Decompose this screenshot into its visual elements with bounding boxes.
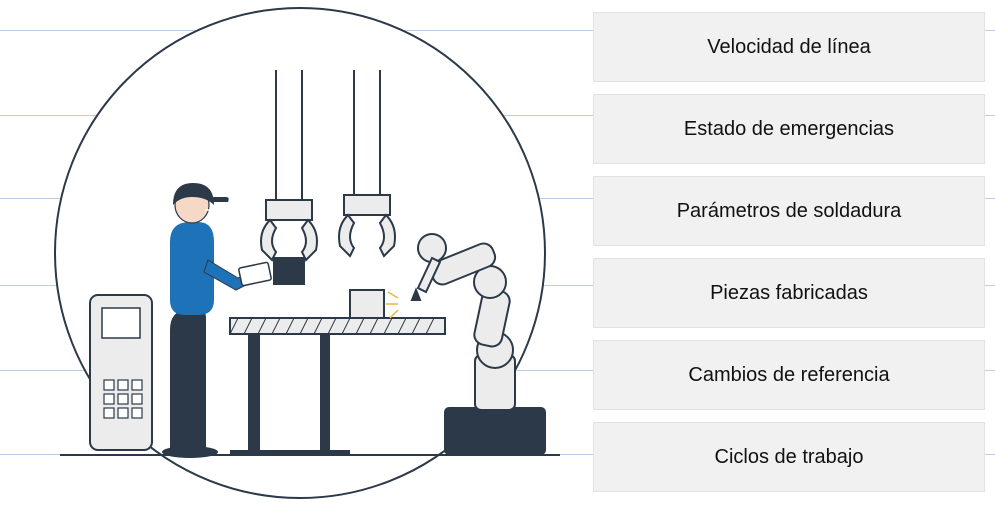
list-item-label: Ciclos de trabajo bbox=[715, 446, 864, 469]
list-item-label: Parámetros de soldadura bbox=[677, 200, 902, 223]
metrics-list: Velocidad de línea Estado de emergencias… bbox=[593, 12, 985, 492]
list-item-label: Estado de emergencias bbox=[684, 118, 894, 141]
list-item-piezas[interactable]: Piezas fabricadas bbox=[593, 258, 985, 328]
list-item-soldadura[interactable]: Parámetros de soldadura bbox=[593, 176, 985, 246]
list-item-referencia[interactable]: Cambios de referencia bbox=[593, 340, 985, 410]
list-item-label: Velocidad de línea bbox=[707, 36, 870, 59]
list-item-ciclos[interactable]: Ciclos de trabajo bbox=[593, 422, 985, 492]
list-item-emergencias[interactable]: Estado de emergencias bbox=[593, 94, 985, 164]
list-item-label: Cambios de referencia bbox=[688, 364, 889, 387]
list-item-label: Piezas fabricadas bbox=[710, 282, 868, 305]
list-item-velocidad[interactable]: Velocidad de línea bbox=[593, 12, 985, 82]
factory-illustration bbox=[0, 0, 600, 506]
control-cabinet-icon bbox=[90, 295, 152, 450]
